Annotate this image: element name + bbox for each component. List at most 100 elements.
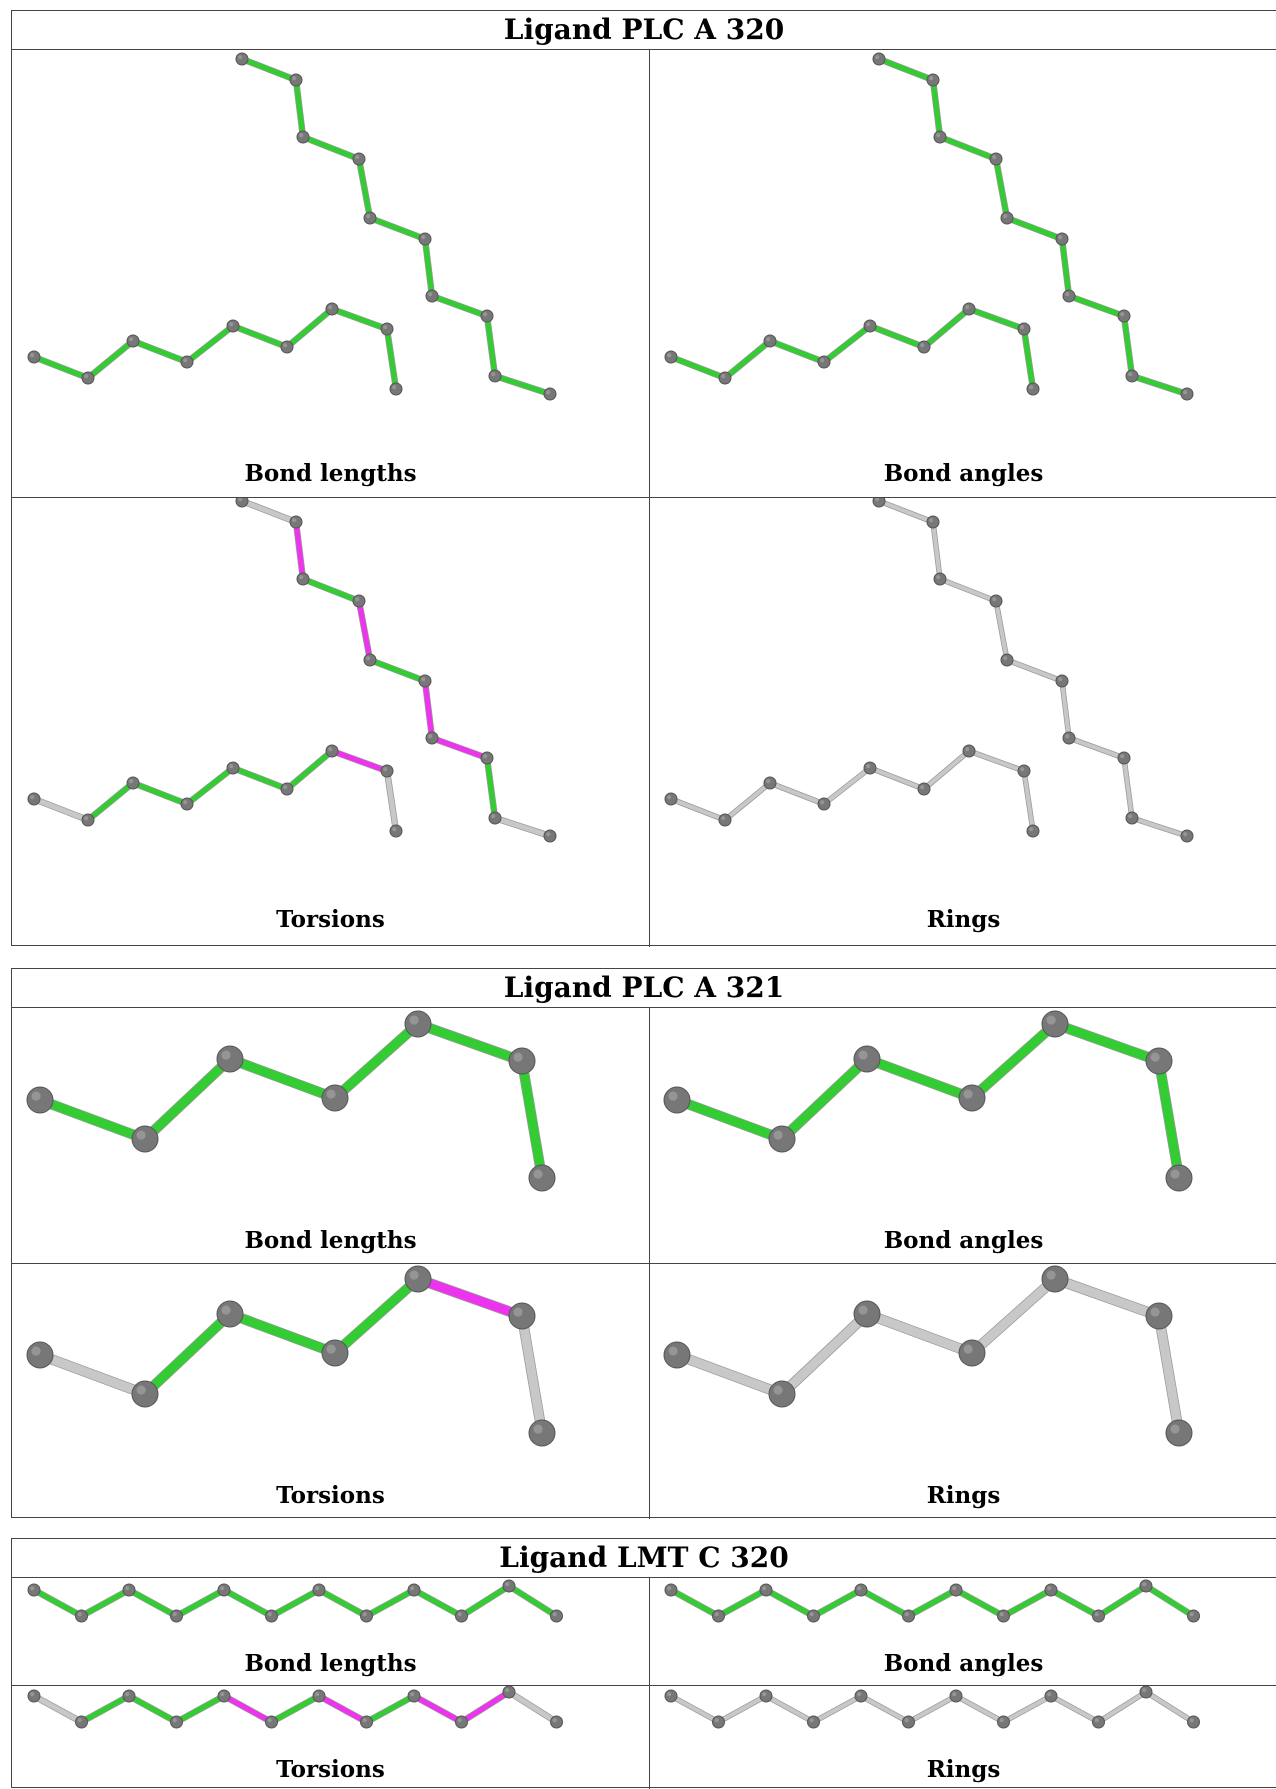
bond <box>484 313 498 379</box>
bond <box>777 1309 872 1399</box>
atom-highlight <box>1065 734 1070 739</box>
atom-highlight <box>1128 372 1133 377</box>
atom-highlight <box>30 1692 35 1697</box>
atom-highlight <box>421 677 426 682</box>
atom <box>75 1715 88 1729</box>
bond <box>239 56 299 83</box>
bond <box>79 1587 132 1619</box>
atom <box>853 1300 881 1328</box>
atom-highlight <box>410 1692 415 1697</box>
panel-caption: Bond angles <box>883 1650 1044 1677</box>
atom-highlight <box>392 827 397 832</box>
bond <box>184 765 236 807</box>
atom-highlight <box>283 343 288 348</box>
atom-highlight <box>721 374 726 379</box>
atom <box>1165 1419 1193 1447</box>
bond <box>811 1587 864 1619</box>
atom-highlight <box>965 305 970 310</box>
atom <box>26 1341 54 1369</box>
atom <box>488 369 502 383</box>
atom <box>502 1686 516 1699</box>
atom-highlight <box>428 734 433 739</box>
panel-caption: Bond lengths <box>244 1227 417 1254</box>
atom-highlight <box>483 754 488 759</box>
atom <box>989 594 1003 608</box>
atom-highlight <box>858 1050 868 1060</box>
bond <box>1050 1019 1164 1066</box>
atom <box>1062 731 1076 745</box>
bond <box>1096 1690 1148 1724</box>
atom-highlight <box>315 1586 320 1591</box>
atom-highlight <box>920 785 925 790</box>
atom-highlight <box>952 1692 957 1697</box>
bond <box>922 749 971 791</box>
atom-highlight <box>409 1270 419 1280</box>
bond <box>966 306 1027 332</box>
atom-highlight <box>172 1612 177 1617</box>
atom <box>958 1084 986 1112</box>
atom-highlight <box>992 155 997 160</box>
bond <box>1022 769 1035 833</box>
molecule-view <box>663 1265 1193 1447</box>
bond <box>85 338 136 381</box>
atom-highlight <box>1120 754 1125 759</box>
atom <box>926 515 940 529</box>
bond <box>1096 1583 1149 1619</box>
bond <box>31 796 91 823</box>
atom-highlight <box>299 133 304 138</box>
atom-highlight <box>77 1612 82 1617</box>
atom-highlight <box>546 832 551 837</box>
atom <box>508 1302 536 1330</box>
bond <box>329 306 390 332</box>
bond <box>867 323 927 350</box>
atom-highlight <box>1058 677 1063 682</box>
bond <box>811 1694 863 1724</box>
atom-highlight <box>328 305 333 310</box>
atom-highlight <box>858 1305 868 1315</box>
atom-highlight <box>766 337 771 342</box>
atom <box>75 1609 88 1623</box>
atom <box>27 1689 41 1703</box>
bond <box>411 1693 464 1725</box>
atom <box>480 751 494 765</box>
molecule-view <box>664 1686 1200 1729</box>
atom-highlight <box>292 76 297 81</box>
panel-rings: Rings <box>650 498 1276 947</box>
bond <box>367 215 428 242</box>
molecule-view <box>664 52 1194 401</box>
panel-bond-angles: Bond angles <box>650 1008 1276 1263</box>
atom <box>817 797 831 811</box>
bond <box>174 1693 227 1725</box>
bond <box>293 519 306 582</box>
bond <box>506 1583 559 1619</box>
bond <box>330 1019 423 1103</box>
atom <box>407 1689 421 1703</box>
bond <box>429 293 490 319</box>
atom-highlight <box>513 1307 523 1317</box>
bond <box>858 1587 911 1619</box>
bond <box>669 1694 721 1724</box>
atom <box>321 1339 349 1367</box>
atom <box>854 1689 868 1703</box>
atom-highlight <box>30 353 35 358</box>
atom <box>718 371 732 385</box>
bond <box>411 1587 464 1619</box>
bond <box>763 1587 816 1619</box>
atom <box>180 797 194 811</box>
atom <box>550 1715 563 1729</box>
atom-highlight <box>766 779 771 784</box>
ligand-title: Ligand LMT C 320 <box>12 1539 1276 1578</box>
atom <box>352 152 366 166</box>
atom <box>455 1609 468 1623</box>
bond <box>1059 236 1072 299</box>
bond <box>1050 1274 1164 1321</box>
panel-torsions: Torsions <box>12 1264 649 1519</box>
bond <box>1129 373 1190 397</box>
bond <box>668 354 728 381</box>
bond <box>967 749 1026 773</box>
atom-highlight <box>992 597 997 602</box>
bond <box>931 520 942 581</box>
atom <box>1180 387 1194 401</box>
atom <box>543 829 557 843</box>
atom <box>216 1300 244 1328</box>
